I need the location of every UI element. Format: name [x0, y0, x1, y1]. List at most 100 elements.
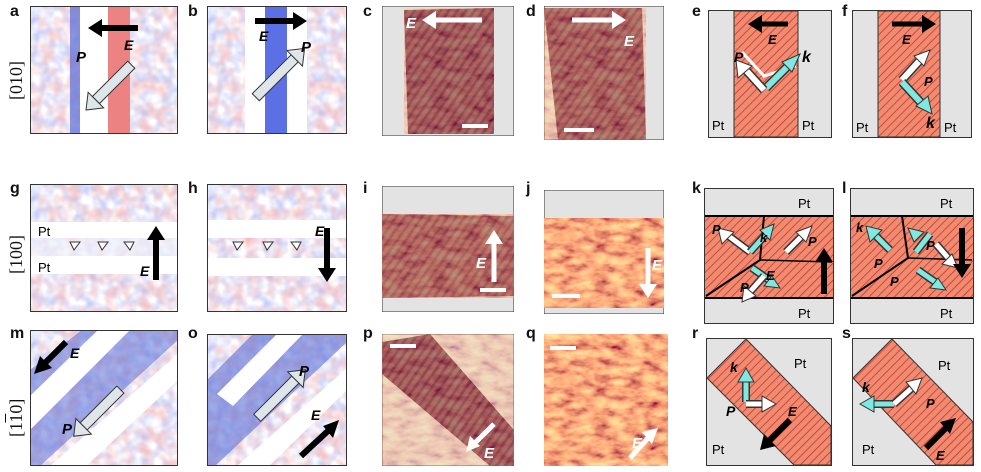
- p-label-right: P: [926, 238, 935, 253]
- pt-label-top: Pt: [798, 196, 811, 211]
- pt-label-top: Pt: [938, 358, 951, 373]
- panel-label-a: a: [10, 3, 19, 20]
- pt-label-bottom: Pt: [862, 442, 875, 457]
- e-field-arrow-down: [639, 248, 657, 298]
- pt-label-bottom: Pt: [38, 260, 51, 275]
- e-label: E: [624, 33, 635, 50]
- e-label: E: [652, 257, 663, 274]
- panel-i-microscopy: E: [382, 186, 514, 312]
- panel-p-microscopy: E: [382, 334, 514, 466]
- p-vector-arrow: [891, 377, 923, 407]
- p-label-bottom: P: [890, 274, 899, 289]
- p-label-bottom: P: [740, 280, 749, 295]
- panel-label-g: g: [10, 180, 20, 197]
- e-field-arrow-diag: [760, 417, 793, 450]
- pt-label-bottom: Pt: [940, 306, 953, 321]
- k-vector-arrow: [865, 225, 893, 253]
- panel-label-q: q: [526, 325, 536, 342]
- e-field-arrow-diag: [298, 420, 339, 459]
- panel-label-p: p: [363, 325, 373, 342]
- panel-b-polarization-map: E P: [207, 6, 347, 134]
- pt-label-top: Pt: [794, 356, 807, 371]
- panel-j-microscopy: E: [544, 190, 664, 314]
- panel-r-schematic: Pt Pt k P E: [706, 338, 832, 466]
- scale-bar: [390, 344, 416, 348]
- panel-label-f: f: [842, 3, 848, 20]
- panel-label-s: s: [842, 325, 851, 342]
- e-label: E: [632, 435, 643, 452]
- p-vector-arrow: [746, 395, 778, 413]
- pt-label-bottom: Pt: [712, 442, 725, 457]
- pt-label-top: Pt: [38, 224, 51, 239]
- panel-label-j: j: [526, 180, 531, 197]
- p-label: P: [874, 256, 883, 271]
- row-label-100: [100]: [6, 235, 26, 274]
- e-field-arrow-left: [88, 19, 138, 37]
- e-label: E: [259, 28, 269, 44]
- e-field-arrow-down: [953, 228, 971, 278]
- panel-o-polarization-map: P E: [207, 334, 347, 466]
- p-vector-arrow: [252, 369, 306, 423]
- p-vector-arrow: [717, 227, 753, 256]
- panel-label-m: m: [10, 325, 25, 342]
- pt-label-top: Pt: [940, 196, 953, 211]
- k-label: k: [926, 115, 936, 132]
- p-label: P: [726, 403, 736, 419]
- panel-f-schematic: E P k Pt Pt: [852, 10, 972, 138]
- e-field-arrow-left: [748, 15, 788, 33]
- panel-c-microscopy: E: [382, 6, 514, 136]
- panel-m-polarization-map: E P: [30, 330, 178, 466]
- panel-label-o: o: [188, 325, 198, 342]
- p-vector-arrows-small: [232, 241, 302, 251]
- e-field-arrow-down: [318, 228, 336, 282]
- e-label: E: [70, 345, 80, 361]
- e-field-arrow-right: [572, 11, 626, 29]
- p-vector-arrow: [73, 385, 125, 437]
- panel-label-i: i: [363, 180, 368, 197]
- k-vector-arrow: [898, 78, 933, 115]
- e-label: E: [124, 37, 134, 53]
- p-vector-arrow: [898, 49, 931, 84]
- row-label-110: [110]: [6, 398, 26, 437]
- panel-label-l: l: [842, 180, 847, 197]
- panel-label-b: b: [188, 3, 198, 20]
- p-vector-arrow: [735, 59, 768, 94]
- e-field-arrow-diag: [628, 428, 658, 460]
- e-label-mid: E: [766, 268, 775, 283]
- panel-a-polarization-map: E P: [30, 6, 178, 134]
- p-vector-arrow: [85, 60, 136, 111]
- k-vector-arrow: [858, 395, 894, 413]
- panel-s-schematic: Pt Pt k P E: [852, 338, 974, 466]
- k-label: k: [760, 230, 768, 245]
- e-label: E: [768, 32, 777, 47]
- k-vector-arrow: [737, 366, 755, 402]
- k-vector-arrow: [747, 223, 775, 255]
- k-label: k: [730, 359, 739, 375]
- e-field-arrow-left: [422, 11, 482, 29]
- panel-label-r: r: [692, 325, 699, 342]
- pt-label-right: Pt: [944, 120, 957, 135]
- e-field-arrow-right: [255, 12, 307, 30]
- k-label: k: [802, 49, 812, 66]
- panel-h-polarization-map: E: [207, 184, 347, 312]
- e-field-arrow-diag: [466, 422, 496, 452]
- panel-d-microscopy: E: [544, 6, 664, 140]
- panel-label-c: c: [363, 3, 372, 20]
- p-vector-arrow: [251, 47, 306, 102]
- e-field-arrow-up: [147, 226, 165, 280]
- k-label: k: [856, 220, 864, 235]
- k-vector-arrow-3: [915, 266, 948, 291]
- pt-label-bottom: Pt: [798, 306, 811, 321]
- e-label: E: [788, 404, 797, 419]
- p-label: P: [301, 39, 312, 56]
- e-label: E: [484, 445, 495, 462]
- panel-label-d: d: [526, 3, 536, 20]
- e-field-arrow-up: [815, 248, 833, 294]
- scale-bar: [564, 128, 594, 132]
- k-vector-arrow-2: [907, 227, 934, 255]
- panel-label-k: k: [692, 180, 701, 197]
- p-label: P: [62, 421, 73, 438]
- panel-q-microscopy: E: [544, 334, 668, 466]
- p-vector-arrows-small: [69, 241, 135, 251]
- p-label: P: [299, 363, 310, 380]
